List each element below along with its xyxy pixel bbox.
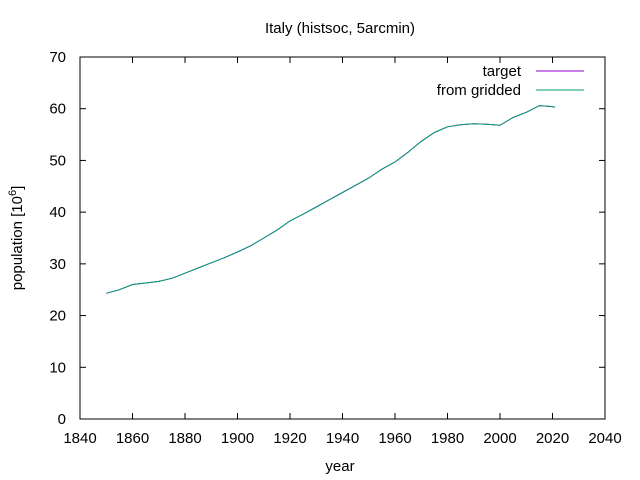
x-tick-label: 1940 — [326, 430, 359, 447]
x-tick-label: 1980 — [431, 430, 464, 447]
y-tick-label: 40 — [49, 204, 66, 221]
series-line-2 — [106, 105, 556, 294]
y-axis-label-end: ] — [9, 186, 26, 190]
legend-label: from gridded — [437, 82, 521, 99]
chart-title: Italy (histsoc, 5arcmin) — [265, 20, 415, 37]
x-tick-label: 2000 — [483, 430, 516, 447]
legend: target from gridded — [437, 63, 584, 99]
y-tick-label: 30 — [49, 256, 66, 273]
y-tick-label: 10 — [49, 359, 66, 376]
x-tick-label: 1880 — [168, 430, 201, 447]
y-tick-label: 70 — [49, 49, 66, 66]
x-tick-label: 2020 — [536, 430, 569, 447]
plot-frame — [79, 56, 606, 420]
x-tick-label: 1860 — [116, 430, 149, 447]
axis-ticks: 1840 1860 1880 1900 1920 1940 1960 1980 2000 2020… — [49, 49, 621, 447]
x-axis-label: year — [325, 458, 354, 475]
series-layer — [106, 105, 556, 294]
x-tick-label: 1920 — [273, 430, 306, 447]
y-tick-label: 50 — [49, 152, 66, 169]
y-tick-label: 60 — [49, 101, 66, 118]
y-tick-label: 0 — [58, 411, 66, 428]
x-tick-label: 1840 — [63, 430, 96, 447]
x-tick-label: 2040 — [588, 430, 621, 447]
x-tick-label: 1900 — [221, 430, 254, 447]
x-tick-label: 1960 — [378, 430, 411, 447]
legend-label: target — [483, 63, 522, 80]
y-axis-label: population [106] — [7, 186, 26, 291]
y-axis-label-base: population [10 — [9, 196, 26, 290]
y-tick-label: 20 — [49, 308, 66, 325]
y-axis-label-exponent: 6 — [7, 190, 19, 196]
